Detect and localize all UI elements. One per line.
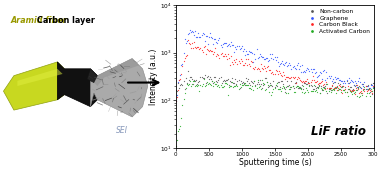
Text: SEI: SEI [116,126,128,135]
Text: LiF ratio: LiF ratio [311,125,366,138]
Legend: Non-carbon, Graphene, Carbon Black, Activated Carbon: Non-carbon, Graphene, Carbon Black, Acti… [305,8,371,35]
Polygon shape [87,69,98,83]
Polygon shape [3,62,64,110]
X-axis label: Sputtering time (s): Sputtering time (s) [239,158,311,168]
Text: Carbon layer: Carbon layer [37,16,95,25]
Polygon shape [57,62,98,107]
Y-axis label: Intensity (a.u.): Intensity (a.u.) [149,48,158,105]
Polygon shape [94,58,139,86]
Text: Aramid fiber: Aramid fiber [11,16,67,25]
Polygon shape [90,58,148,117]
Polygon shape [17,69,63,86]
